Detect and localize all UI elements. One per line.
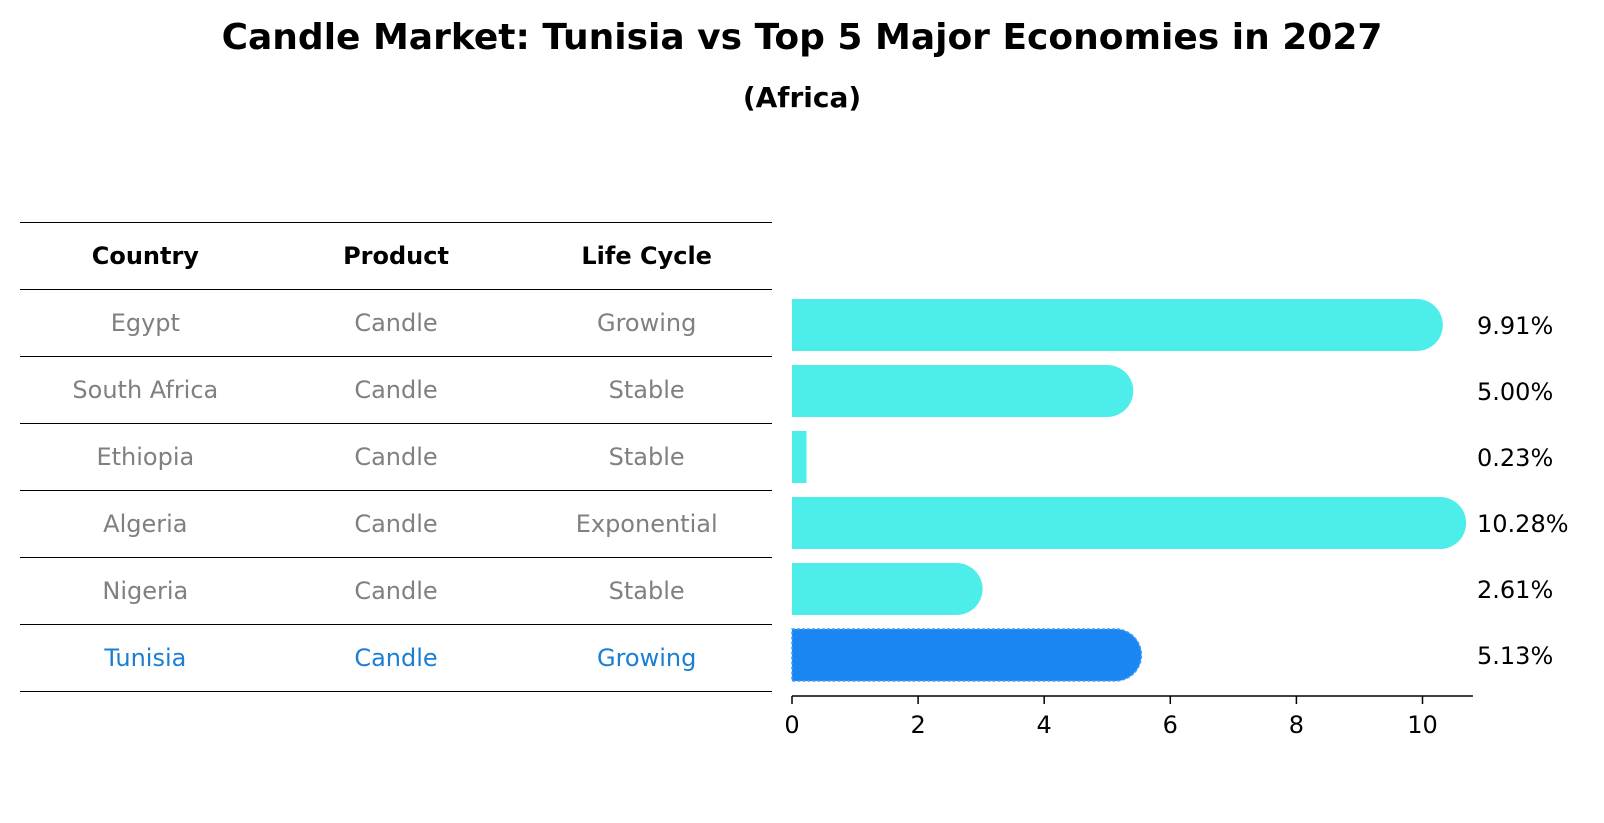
cell-product: Candle (354, 644, 438, 672)
chart-subtitle: (Africa) (742, 81, 862, 114)
cell-life-cycle: Exponential (575, 510, 718, 538)
header-product: Product (343, 242, 449, 270)
cell-life-cycle: Stable (608, 376, 685, 404)
x-tick-label: 0 (784, 711, 799, 739)
bar-value-label: 5.00% (1477, 378, 1553, 406)
table-row: Egypt Candle Growing (20, 290, 772, 356)
cell-life-cycle: Growing (596, 644, 697, 672)
x-tick-label: 2 (910, 711, 925, 739)
header-life-cycle: Life Cycle (581, 242, 712, 270)
table-header-row: Country Product Life Cycle (20, 223, 772, 289)
table-row: Nigeria Candle Stable (20, 558, 772, 624)
cell-product: Candle (354, 510, 438, 538)
table-rule (20, 289, 772, 290)
bar-nigeria (792, 563, 983, 615)
x-tick-label: 4 (1037, 711, 1052, 739)
bar-south-africa (792, 365, 1134, 417)
cell-product: Candle (354, 577, 438, 605)
table-rule (20, 557, 772, 558)
data-table: Country Product Life Cycle Egypt Candle … (20, 222, 772, 692)
cell-life-cycle: Growing (596, 309, 697, 337)
table-rule (20, 423, 772, 424)
cell-life-cycle: Stable (608, 443, 685, 471)
table-top-rule (20, 222, 772, 223)
header-country: Country (91, 242, 199, 270)
x-tick-label: 6 (1163, 711, 1178, 739)
bar-algeria (792, 497, 1467, 549)
cell-country: Tunisia (104, 644, 187, 672)
bar-value-label: 9.91% (1477, 312, 1553, 340)
table-rule (20, 490, 772, 491)
table-rule (20, 356, 772, 357)
bar-value-label: 10.28% (1477, 510, 1569, 538)
bar-ethiopia (792, 431, 807, 483)
table-row: Algeria Candle Exponential (20, 491, 772, 557)
x-tick-label: 8 (1289, 711, 1304, 739)
table-bottom-rule (20, 691, 772, 692)
table-rule (20, 624, 772, 625)
cell-product: Candle (354, 376, 438, 404)
table-row: Ethiopia Candle Stable (20, 424, 772, 490)
x-tick-label: 10 (1407, 711, 1438, 739)
bar-egypt (792, 299, 1443, 351)
cell-product: Candle (354, 309, 438, 337)
chart-title: Candle Market: Tunisia vs Top 5 Major Ec… (221, 17, 1383, 58)
cell-country: Algeria (103, 510, 188, 538)
table-row: South Africa Candle Stable (20, 357, 772, 423)
table-row-highlight: Tunisia Candle Growing (20, 625, 772, 691)
bar-value-label: 2.61% (1477, 576, 1553, 604)
bar-tunisia (791, 628, 1143, 682)
cell-life-cycle: Stable (608, 577, 685, 605)
cell-country: Nigeria (102, 577, 189, 605)
cell-country: Ethiopia (96, 443, 195, 471)
cell-product: Candle (354, 443, 438, 471)
bar-value-label: 0.23% (1477, 444, 1553, 472)
cell-country: South Africa (72, 376, 219, 404)
cell-country: Egypt (110, 309, 180, 337)
bar-value-label: 5.13% (1477, 642, 1553, 670)
